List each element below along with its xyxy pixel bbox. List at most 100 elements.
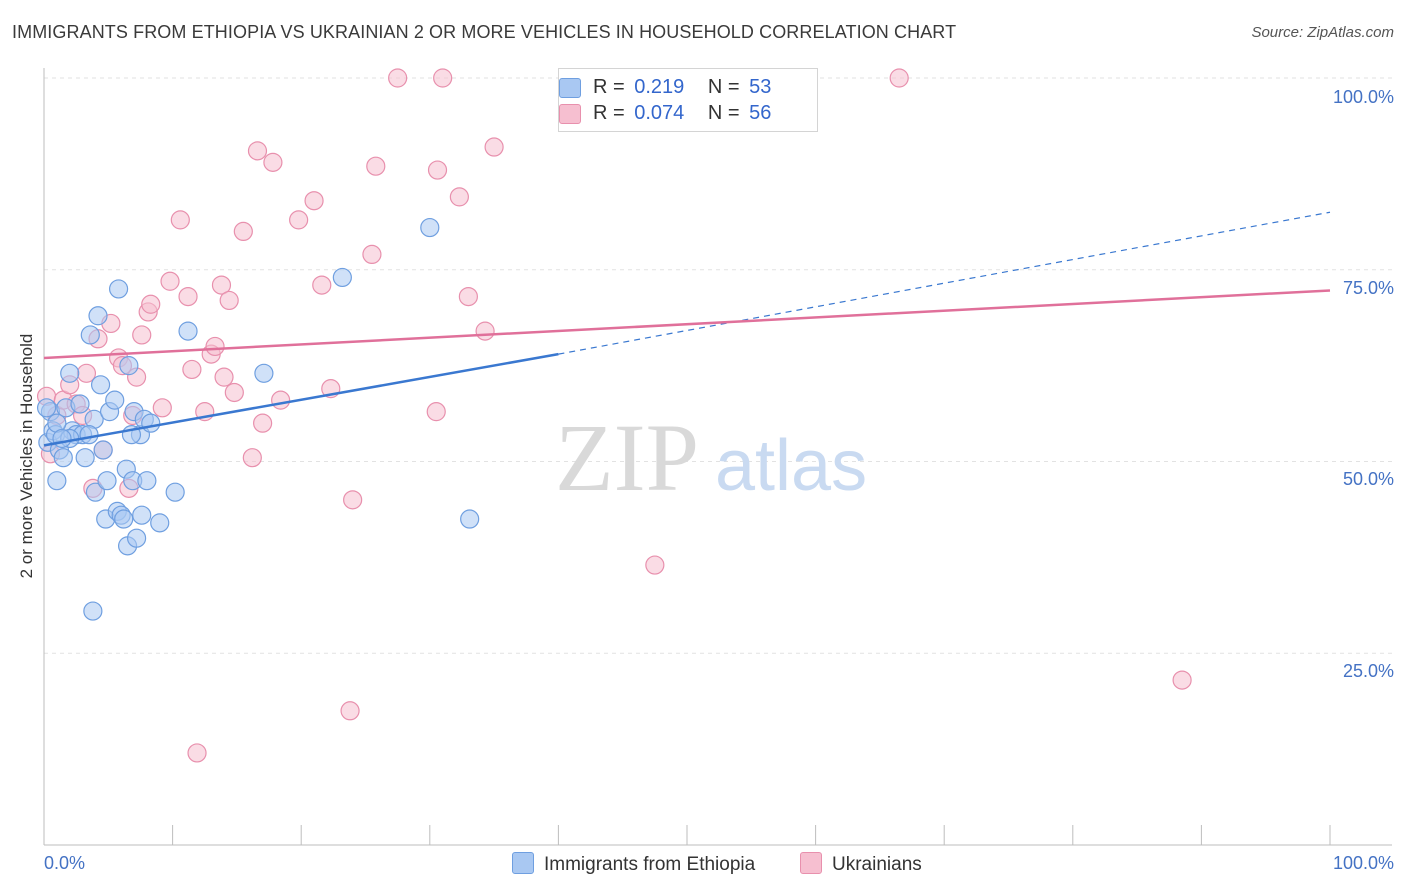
point-blue-38 (137, 471, 157, 491)
point-blue-45 (420, 217, 440, 238)
bottom-legend-swatch-blue (512, 852, 534, 874)
point-pink-35 (247, 141, 268, 161)
point-pink-39 (289, 210, 309, 230)
point-blue-46 (460, 509, 480, 529)
y-tick-label-75: 75.0% (1342, 278, 1394, 298)
legend-n-label-blue: N = (707, 76, 740, 98)
point-pink-21 (160, 271, 180, 291)
point-blue-34 (126, 528, 147, 548)
point-blue-24 (105, 390, 125, 410)
point-pink-51 (449, 187, 469, 207)
point-pink-55 (645, 555, 665, 575)
point-blue-4 (47, 471, 67, 491)
point-pink-20 (152, 398, 172, 418)
point-blue-40 (150, 513, 170, 533)
trendline-blue (43, 352, 559, 447)
point-blue-41 (165, 482, 185, 502)
stats-legend: R = 0.219 N = 53 R = 0.074 N = 56 (558, 68, 818, 132)
y-tick-label-25: 25.0% (1342, 661, 1394, 681)
point-blue-52 (52, 428, 72, 449)
point-pink-47 (388, 68, 408, 88)
point-blue-39 (141, 413, 161, 433)
point-pink-22 (170, 210, 190, 230)
point-blue-49 (79, 425, 99, 445)
point-pink-48 (426, 402, 446, 422)
point-pink-49 (427, 160, 448, 180)
point-pink-33 (233, 221, 253, 241)
point-pink-54 (484, 137, 504, 157)
point-pink-17 (132, 325, 152, 345)
point-pink-29 (211, 275, 232, 295)
source-label: Source: ZipAtlas.com (1251, 24, 1394, 41)
legend-row-blue: R = 0.219 N = 53 (559, 76, 772, 102)
chart-title: IMMIGRANTS FROM ETHIOPIA VS UKRAINIAN 2 … (12, 22, 957, 42)
point-blue-36 (132, 505, 152, 525)
trendline-blue-extension (558, 211, 1331, 355)
legend-r-label-blue: R = (593, 76, 625, 98)
point-blue-11 (70, 394, 90, 414)
point-blue-44 (332, 267, 352, 288)
point-pink-40 (304, 191, 324, 211)
legend-swatch-blue (559, 78, 581, 98)
point-pink-23 (178, 286, 198, 307)
point-pink-36 (253, 413, 273, 433)
point-pink-50 (433, 68, 453, 88)
point-pink-53 (475, 321, 495, 341)
x-tick-label-0: 0.0% (44, 853, 86, 873)
x-tick-label-100: 100.0% (1332, 853, 1394, 873)
point-pink-44 (343, 490, 363, 510)
point-pink-57 (1172, 670, 1192, 690)
legend-n-label-pink: N = (707, 102, 740, 124)
trendline-pink (43, 289, 1331, 360)
point-blue-8 (60, 363, 80, 383)
point-blue-42 (178, 321, 198, 341)
point-pink-31 (219, 290, 239, 311)
point-pink-25 (187, 743, 207, 763)
point-blue-17 (85, 482, 106, 502)
point-blue-14 (80, 325, 100, 345)
point-pink-56 (889, 68, 909, 88)
point-pink-41 (312, 275, 332, 295)
y-axis-label: 2 or more Vehicles in Household (17, 333, 36, 579)
point-pink-43 (340, 701, 360, 721)
point-blue-20 (93, 440, 113, 460)
point-pink-38 (271, 390, 291, 410)
point-blue-13 (75, 448, 95, 468)
watermark-zip: ZIP (555, 404, 699, 511)
point-blue-19 (90, 375, 111, 395)
bottom-legend-blue: Immigrants from Ethiopia (512, 852, 755, 876)
legend-n-value-blue: 53 (749, 76, 772, 98)
point-blue-28 (114, 509, 134, 529)
legend-r-value-blue: 0.219 (634, 76, 685, 98)
legend-r-value-pink: 0.074 (634, 102, 685, 124)
bottom-legend-pink: Ukrainians (800, 852, 922, 876)
point-pink-30 (214, 367, 234, 387)
point-blue-31 (119, 356, 139, 376)
point-blue-43 (254, 363, 274, 383)
point-blue-26 (108, 279, 129, 299)
y-tick-label-100: 100.0% (1332, 87, 1394, 107)
point-blue-18 (88, 306, 108, 326)
legend-swatch-pink (559, 104, 581, 124)
bottom-legend-label-pink: Ukrainians (832, 854, 922, 875)
point-blue-15 (83, 601, 103, 621)
point-pink-34 (242, 448, 262, 468)
point-pink-24 (182, 359, 202, 380)
legend-r-label-pink: R = (593, 102, 625, 124)
point-pink-32 (224, 382, 244, 403)
point-pink-37 (263, 152, 283, 172)
point-pink-46 (366, 156, 386, 176)
point-pink-52 (458, 286, 478, 307)
bottom-legend-swatch-pink (800, 852, 822, 874)
point-pink-19 (141, 294, 161, 314)
point-blue-51 (36, 398, 57, 418)
legend-n-value-pink: 56 (749, 102, 772, 124)
legend-row-pink: R = 0.074 N = 56 (559, 102, 772, 128)
bottom-legend-label-blue: Immigrants from Ethiopia (544, 854, 756, 875)
point-pink-28 (205, 336, 225, 357)
point-pink-45 (362, 244, 382, 265)
y-tick-label-50: 50.0% (1342, 469, 1394, 489)
point-blue-22 (97, 471, 117, 491)
watermark-atlas: atlas (715, 426, 867, 506)
